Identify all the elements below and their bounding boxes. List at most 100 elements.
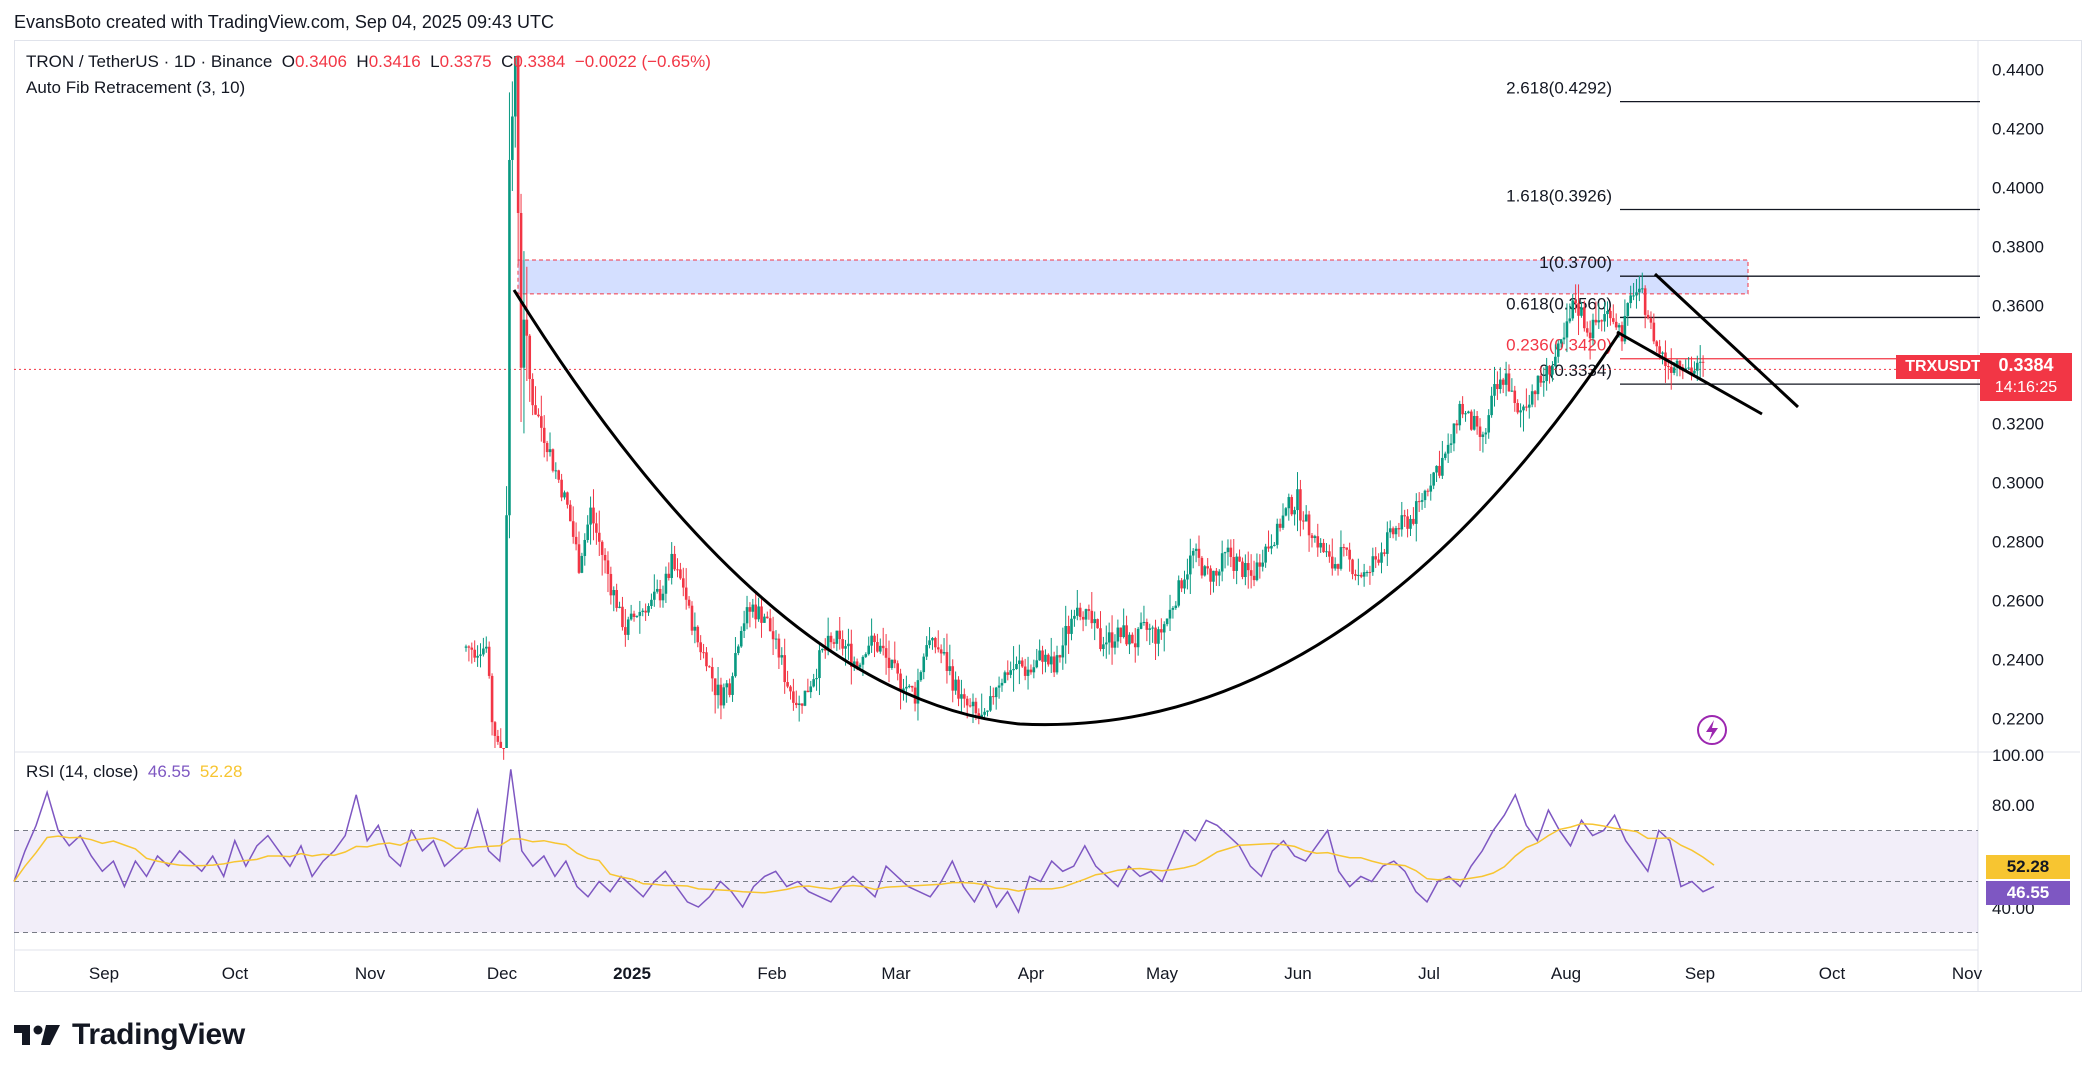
candle-body xyxy=(516,56,520,213)
candle-body xyxy=(479,654,482,656)
candle-body xyxy=(821,648,824,651)
time-tick-label: Sep xyxy=(89,964,119,983)
candle-body xyxy=(1698,361,1702,363)
candle-body xyxy=(1044,654,1047,662)
rsi-ma-axis-tag: 52.28 xyxy=(1986,855,2070,879)
candle-body xyxy=(861,656,865,665)
time-tick-label: Jun xyxy=(1284,964,1311,983)
candle-body xyxy=(609,573,613,596)
candle-body xyxy=(925,645,928,657)
candle-body xyxy=(1400,515,1404,530)
candle-body xyxy=(902,688,905,692)
candle-body xyxy=(1649,318,1653,323)
candle-body xyxy=(823,648,827,651)
candle-body xyxy=(1238,556,1241,562)
candle-body xyxy=(1133,643,1137,648)
candle-body xyxy=(528,335,532,379)
candle-body xyxy=(1203,566,1207,576)
candle-body xyxy=(560,479,563,498)
candle-body xyxy=(476,655,479,658)
candle-body xyxy=(1501,379,1505,385)
candle-body xyxy=(971,701,975,707)
candle-body xyxy=(1290,497,1294,515)
time-tick-label: Dec xyxy=(487,964,518,983)
candle-body xyxy=(873,635,876,643)
candle-body xyxy=(1275,523,1279,545)
candle-body xyxy=(728,683,731,695)
candle-body xyxy=(1270,545,1273,549)
candle-body xyxy=(748,607,752,612)
candle-body xyxy=(1281,515,1285,528)
candle-body xyxy=(878,645,882,652)
candle-body xyxy=(1235,556,1238,571)
candle-body xyxy=(739,630,743,647)
candle-body xyxy=(1484,432,1488,435)
candle-body xyxy=(612,589,616,596)
candle-body xyxy=(942,652,946,654)
indicator-title[interactable]: Auto Fib Retracement (3, 10) xyxy=(26,78,246,97)
candle-body xyxy=(1223,552,1227,554)
bar-countdown: 14:16:25 xyxy=(1994,379,2058,396)
candle-body xyxy=(1136,628,1140,648)
candle-body xyxy=(1632,295,1635,297)
price-tick-label: 0.4000 xyxy=(1992,179,2044,198)
candle-body xyxy=(1614,321,1618,328)
candle-body xyxy=(774,638,778,640)
candle-body xyxy=(1206,566,1209,569)
candle-body xyxy=(1397,528,1401,530)
candle-body xyxy=(592,507,595,524)
candle-body xyxy=(615,589,618,608)
candle-body xyxy=(708,666,711,668)
price-tick-label: 0.2800 xyxy=(1992,533,2044,552)
candle-body xyxy=(1055,655,1059,673)
candle-body xyxy=(1319,542,1322,548)
candle-body xyxy=(1464,413,1467,415)
candle-body xyxy=(1554,356,1557,367)
candle-body xyxy=(786,682,789,687)
fib-level-label: 1.618(0.3926) xyxy=(1506,187,1612,206)
rsi-tick-label: 80.00 xyxy=(1992,796,2035,815)
candle-body xyxy=(1493,384,1496,396)
candle-body xyxy=(835,630,839,644)
candle-body xyxy=(1403,515,1406,517)
candle-body xyxy=(1606,310,1609,315)
candle-body xyxy=(1047,654,1050,665)
candle-body xyxy=(1348,549,1351,560)
candle-body xyxy=(1406,516,1409,529)
candle-body xyxy=(893,659,897,664)
open-value: 0.3406 xyxy=(294,52,347,71)
candle-body xyxy=(1316,536,1320,548)
wedge-lower-line xyxy=(1616,330,1763,416)
candle-body xyxy=(1015,663,1018,670)
candle-body xyxy=(997,685,1001,688)
rsi-legend[interactable]: RSI (14, close) 46.55 52.28 xyxy=(26,762,242,782)
candle-body xyxy=(534,405,537,415)
candle-body xyxy=(1200,557,1204,576)
candle-body xyxy=(1113,641,1117,648)
candle-body xyxy=(1145,621,1149,630)
chart-frame xyxy=(14,40,2082,992)
candle-body xyxy=(948,666,952,671)
candle-body xyxy=(1090,610,1094,624)
candle-body xyxy=(629,613,633,620)
candle-body xyxy=(812,679,815,687)
candle-body xyxy=(1522,406,1525,411)
candle-body xyxy=(670,553,674,578)
candle-body xyxy=(1452,423,1456,444)
candle-body xyxy=(792,691,795,703)
candle-body xyxy=(519,212,523,368)
candle-body xyxy=(699,642,702,653)
candle-body xyxy=(702,652,705,654)
tradingview-brand[interactable]: TradingView xyxy=(14,1018,245,1052)
candle-body xyxy=(1386,532,1389,554)
candle-body xyxy=(580,555,584,573)
candle-body xyxy=(589,507,592,525)
candle-body xyxy=(1313,536,1317,539)
candle-body xyxy=(1594,319,1598,323)
lightning-icon[interactable] xyxy=(1697,715,1727,745)
candle-body xyxy=(508,159,511,516)
candle-body xyxy=(1617,325,1621,328)
candle-body xyxy=(658,588,662,601)
candle-body xyxy=(1342,547,1346,549)
